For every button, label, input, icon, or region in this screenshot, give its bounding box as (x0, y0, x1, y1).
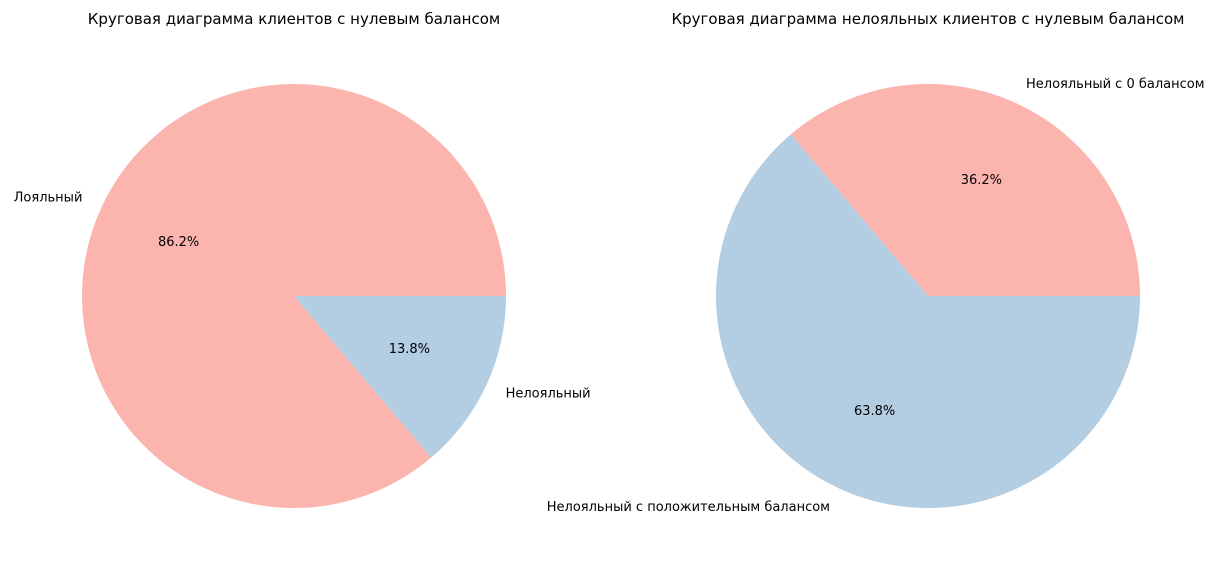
pie-slice-0 (81, 84, 507, 509)
slice-percent-label: 86.2% (158, 235, 199, 250)
slice-percent-label: 36.2% (961, 173, 1002, 188)
chart-title: Круговая диаграмма клиентов с нулевым ба… (88, 10, 500, 28)
pie-slice-0 (790, 83, 1140, 296)
slice-label: Нелояльный с 0 балансом (1026, 77, 1205, 92)
slice-label: Лояльный (14, 191, 83, 206)
slice-percent-label: 13.8% (389, 342, 430, 357)
pie-slices (81, 84, 507, 509)
pie-chart-disloyal-zero-balance: Круговая диаграмма нелояльных клиентов с… (547, 10, 1205, 515)
slice-label: Нелояльный с положительным балансом (547, 500, 830, 515)
pie-slice-1 (294, 296, 506, 458)
slice-percent-label: 63.8% (854, 404, 895, 419)
pie-labels: Лояльный 86.2% Нелояльный 13.8% (14, 191, 591, 402)
chart-title: Круговая диаграмма нелояльных клиентов с… (672, 10, 1185, 28)
pie-labels: Нелояльный с 0 балансом 36.2% Нелояльный с… (547, 77, 1205, 515)
pie-chart-zero-balance: Круговая диаграмма клиентов с нулевым ба… (14, 10, 591, 509)
pie-slices (716, 83, 1140, 508)
pie-slice-1 (716, 134, 1140, 508)
slice-label: Нелояльный (506, 387, 591, 402)
